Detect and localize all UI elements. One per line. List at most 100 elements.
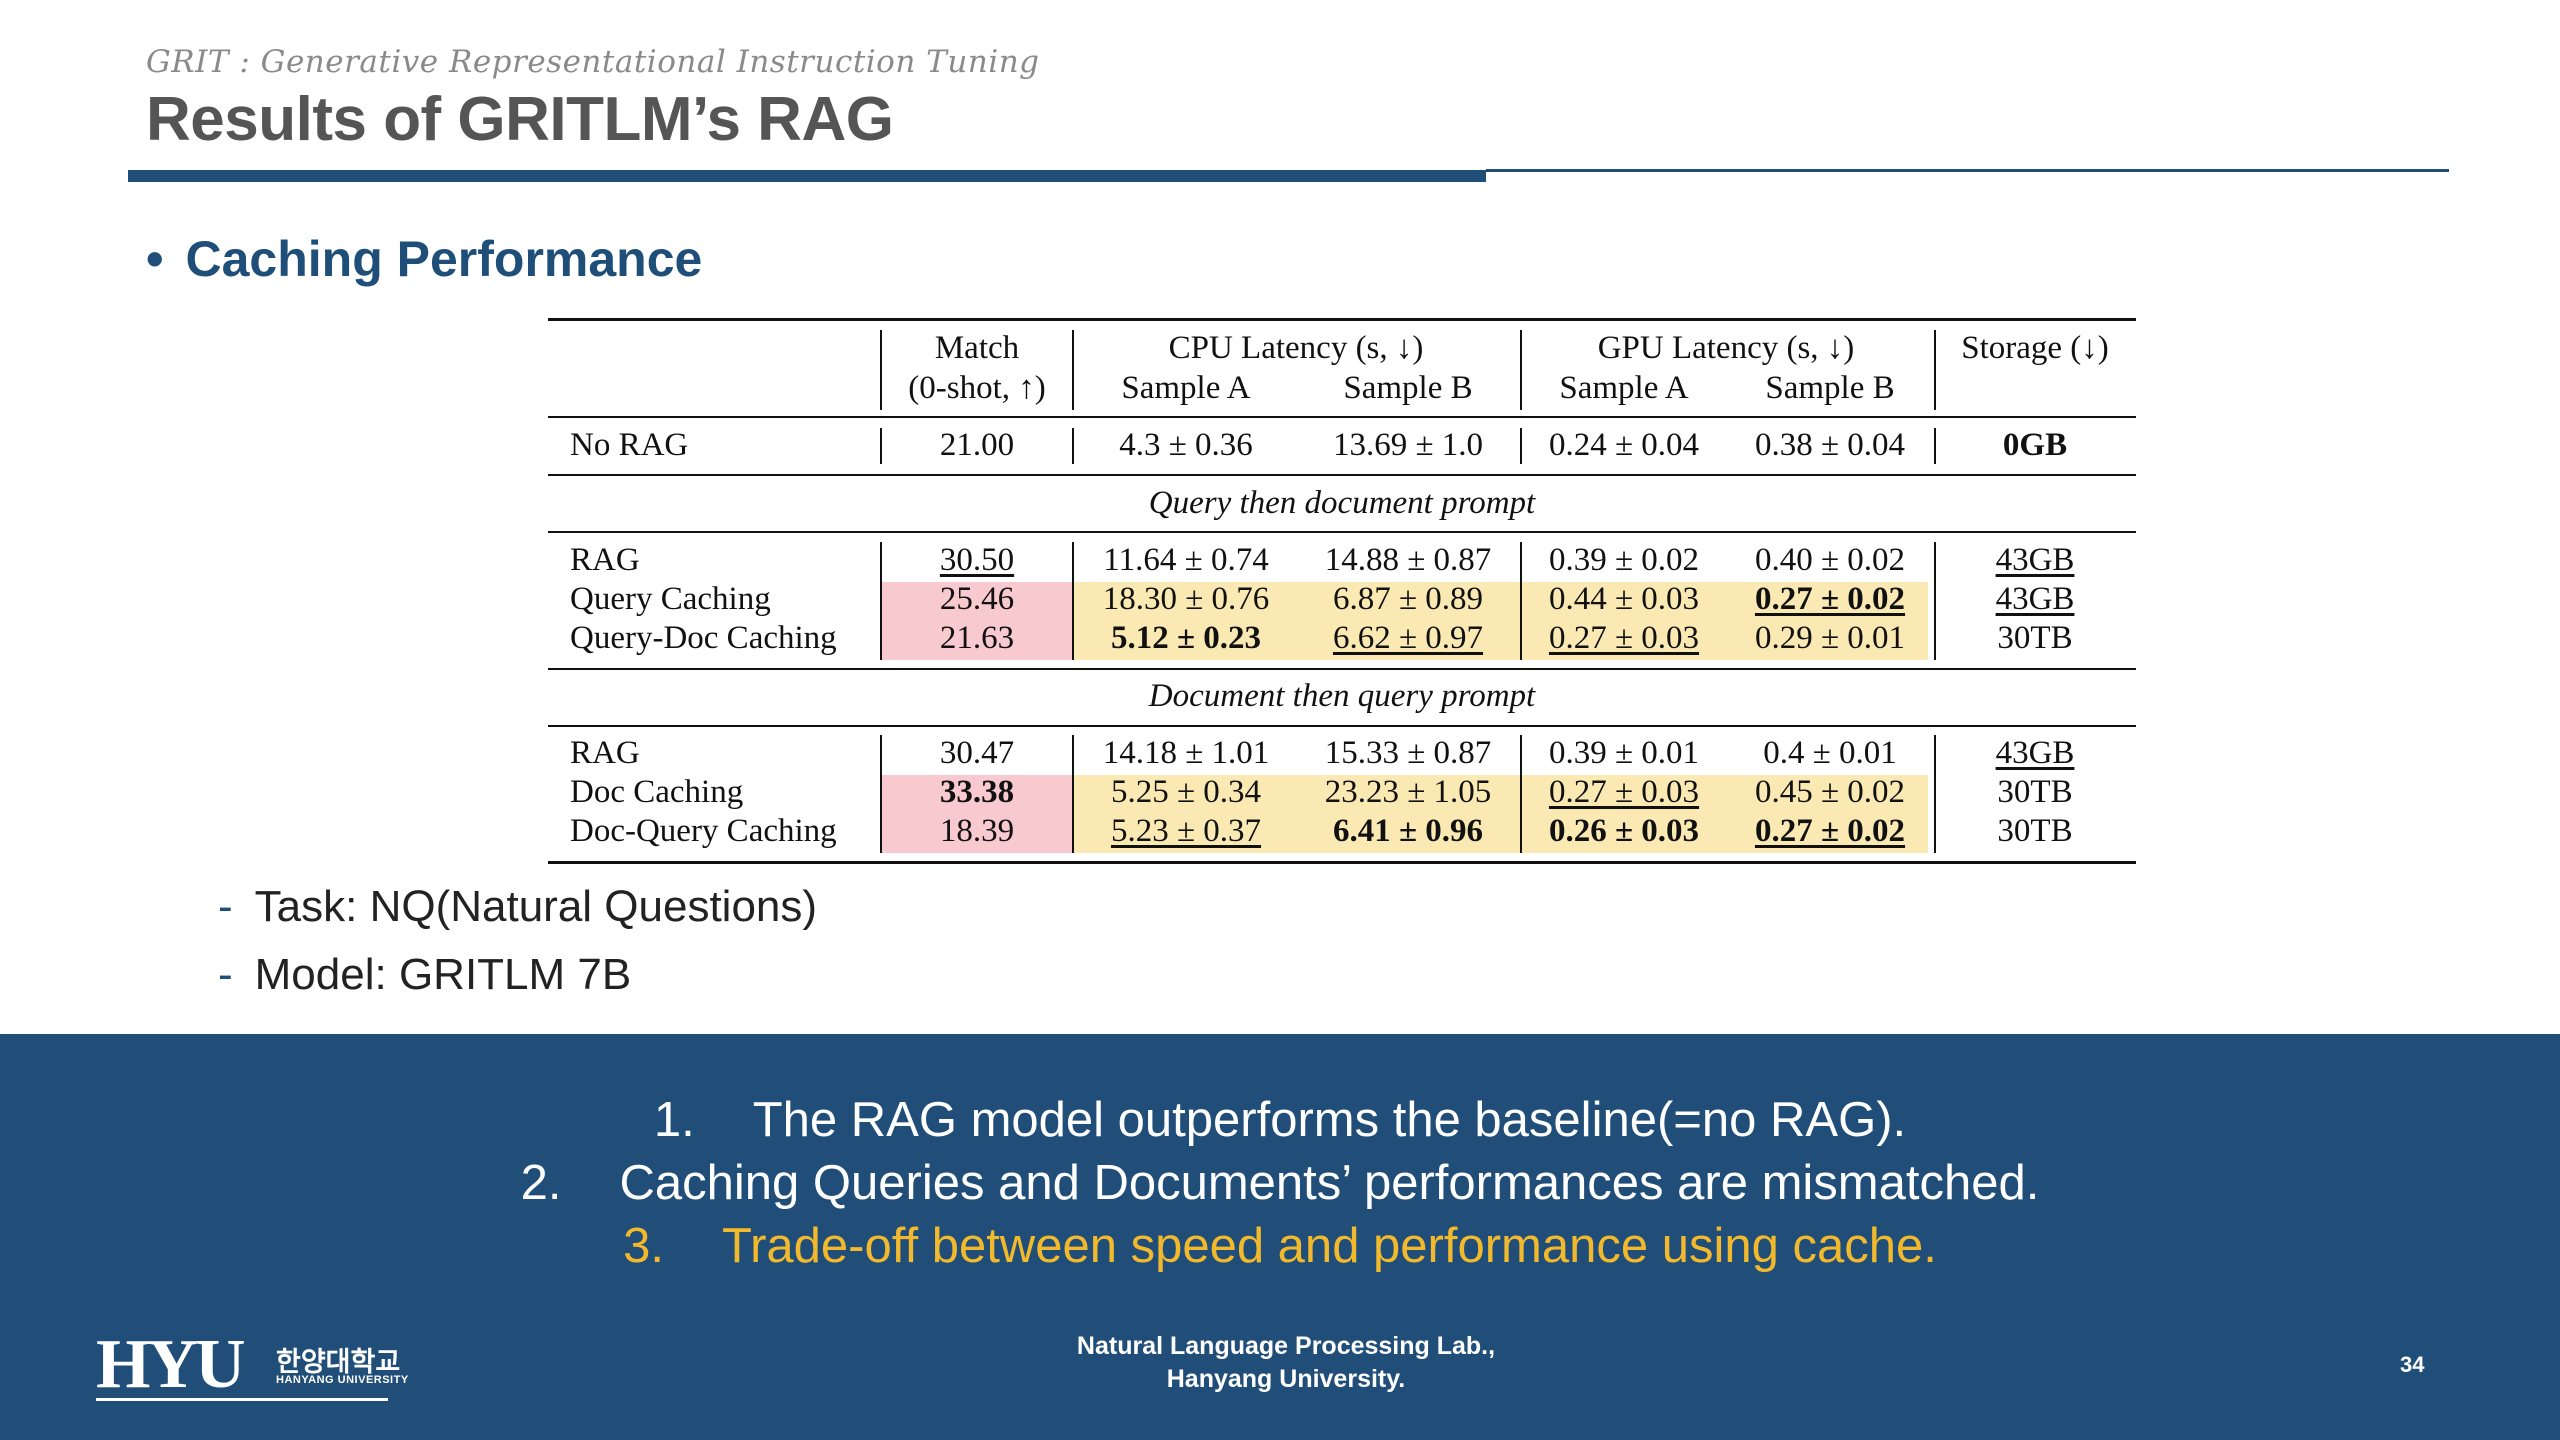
cell-cpu-a: 5.23 ± 0.37 <box>1110 813 1262 849</box>
conclusion-item-2: 2. Caching Queries and Documents’ perform… <box>0 1155 2560 1211</box>
conclusion-text: Trade-off between speed and performance … <box>721 1219 1937 1273</box>
cell-storage: 43GB <box>1995 581 2075 617</box>
cell-cpu-b: 23.23 ± 1.05 <box>1324 774 1492 810</box>
col-divider <box>1072 428 1074 464</box>
col-divider <box>1520 735 1522 853</box>
cell-gpu-a: 0.44 ± 0.03 <box>1548 581 1700 617</box>
cell-gpu-a: 0.27 ± 0.03 <box>1548 620 1700 656</box>
cell-match: 25.46 <box>939 581 1015 617</box>
conclusion-text: The RAG model outperforms the baseline(=… <box>752 1093 1907 1147</box>
cell-gpu-a: 0.26 ± 0.03 <box>1548 813 1700 849</box>
footer-lab-line2: Hanyang University. <box>1166 1365 1406 1393</box>
conclusion-band <box>0 1034 2560 1440</box>
cell-match: 33.38 <box>939 774 1015 810</box>
header-cpu-latency: CPU Latency (s, ↓) <box>1168 330 1424 366</box>
cell-gpu-b: 0.38 ± 0.04 <box>1754 427 1906 463</box>
row-label: RAG <box>570 735 640 771</box>
cell-cpu-b: 14.88 ± 0.87 <box>1324 542 1492 578</box>
hyu-logo: HYU 한양대학교 HANYANG UNIVERSITY <box>96 1326 408 1403</box>
row-label: RAG <box>570 542 640 578</box>
row-label: Query-Doc Caching <box>570 620 837 656</box>
cell-cpu-b: 13.69 ± 1.0 <box>1332 427 1484 463</box>
highlight-cpu-doc <box>1074 775 1472 853</box>
cell-gpu-a: 0.27 ± 0.03 <box>1548 774 1700 810</box>
footer-lab: Natural Language Processing Lab., Hanyan… <box>0 1330 2560 1396</box>
cell-cpu-a: 5.12 ± 0.23 <box>1110 620 1262 656</box>
table-rule <box>548 725 2136 727</box>
row-label: Query Caching <box>570 581 771 617</box>
cell-match: 30.47 <box>939 735 1015 771</box>
col-divider <box>1934 542 1936 660</box>
col-divider <box>1934 330 1936 410</box>
cell-cpu-a: 4.3 ± 0.36 <box>1119 427 1253 463</box>
header-storage: Storage (↓) <box>1961 330 2109 366</box>
section-heading: • Caching Performance <box>146 230 702 288</box>
conclusion-number: 3. <box>623 1219 664 1273</box>
note-model-text: Model: GRITLM 7B <box>254 950 632 999</box>
note-task-text: Task: NQ(Natural Questions) <box>254 882 818 931</box>
table-bottom-rule <box>548 861 2136 864</box>
col-divider <box>1934 428 1936 464</box>
cell-gpu-a: 0.24 ± 0.04 <box>1548 427 1700 463</box>
deck-subtitle: GRIT : Generative Representational Instr… <box>146 44 1040 80</box>
cell-match: 18.39 <box>939 813 1015 849</box>
cell-cpu-a: 5.25 ± 0.34 <box>1110 774 1262 810</box>
footer-lab-line1: Natural Language Processing Lab., <box>1076 1332 1496 1360</box>
cell-gpu-b: 0.27 ± 0.02 <box>1754 581 1906 617</box>
header-gpu-sample-a: Sample A <box>1559 370 1689 406</box>
cell-storage: 30TB <box>1997 813 2073 849</box>
cell-storage: 30TB <box>1997 774 2073 810</box>
note-task: - Task: NQ(Natural Questions) <box>218 882 817 932</box>
col-divider <box>1072 330 1074 410</box>
table-rule <box>548 531 2136 533</box>
table-header-rule <box>548 416 2136 418</box>
section-label-doc-then-query: Document then query prompt <box>1148 678 1536 714</box>
highlight-gpu-doc <box>1522 775 1928 853</box>
cell-match: 21.00 <box>939 427 1015 463</box>
bullet-dot: • <box>146 231 164 287</box>
cell-cpu-b: 15.33 ± 0.87 <box>1324 735 1492 771</box>
header-cpu-sample-b: Sample B <box>1343 370 1473 406</box>
logo-hyu-text: HYU <box>96 1326 246 1403</box>
header-match: Match <box>934 330 1020 366</box>
col-divider <box>880 330 882 410</box>
table-rule <box>548 668 2136 670</box>
col-divider <box>1934 735 1936 853</box>
cell-cpu-a: 11.64 ± 0.74 <box>1103 542 1269 578</box>
cell-match: 30.50 <box>939 542 1015 578</box>
header-match-sub: (0-shot, ↑) <box>908 370 1046 406</box>
logo-korean-text: 한양대학교 <box>276 1347 401 1377</box>
cell-storage: 30TB <box>1997 620 2073 656</box>
cell-cpu-b: 6.62 ± 0.97 <box>1332 620 1484 656</box>
cell-storage: 43GB <box>1995 542 2075 578</box>
section-label-query-then-doc: Query then document prompt <box>1148 485 1536 521</box>
cell-cpu-b: 6.87 ± 0.89 <box>1332 581 1484 617</box>
cell-gpu-b: 0.40 ± 0.02 <box>1754 542 1906 578</box>
col-divider <box>1072 735 1074 853</box>
slide-title: Results of GRITLM’s RAG <box>146 85 894 154</box>
logo-english-text: HANYANG UNIVERSITY <box>276 1374 409 1386</box>
col-divider <box>1520 542 1522 660</box>
highlight-gap-query <box>1472 582 1522 660</box>
highlight-gpu-query <box>1522 582 1928 660</box>
col-divider <box>1520 330 1522 410</box>
title-underline-thin <box>1486 169 2449 172</box>
logo-underline <box>96 1398 388 1401</box>
conclusion-number: 2. <box>520 1156 562 1210</box>
dash: - <box>218 950 233 999</box>
col-divider <box>1072 542 1074 660</box>
conclusion-item-3: 3. Trade-off between speed and performanc… <box>0 1218 2560 1274</box>
highlight-match-query-block <box>880 582 1086 660</box>
row-label: Doc-Query Caching <box>570 813 837 849</box>
header-gpu-latency: GPU Latency (s, ↓) <box>1597 330 1855 366</box>
header-cpu-sample-a: Sample A <box>1121 370 1251 406</box>
cell-storage: 43GB <box>1995 735 2075 771</box>
row-label: No RAG <box>570 427 689 463</box>
col-divider <box>880 735 882 853</box>
title-underline-thick <box>128 170 1486 182</box>
cell-gpu-b: 0.45 ± 0.02 <box>1754 774 1906 810</box>
table-rule <box>548 474 2136 476</box>
cell-gpu-b: 0.4 ± 0.01 <box>1763 735 1897 771</box>
conclusion-text: Caching Queries and Documents’ performan… <box>619 1156 2040 1210</box>
section-heading-text: Caching Performance <box>185 231 703 287</box>
